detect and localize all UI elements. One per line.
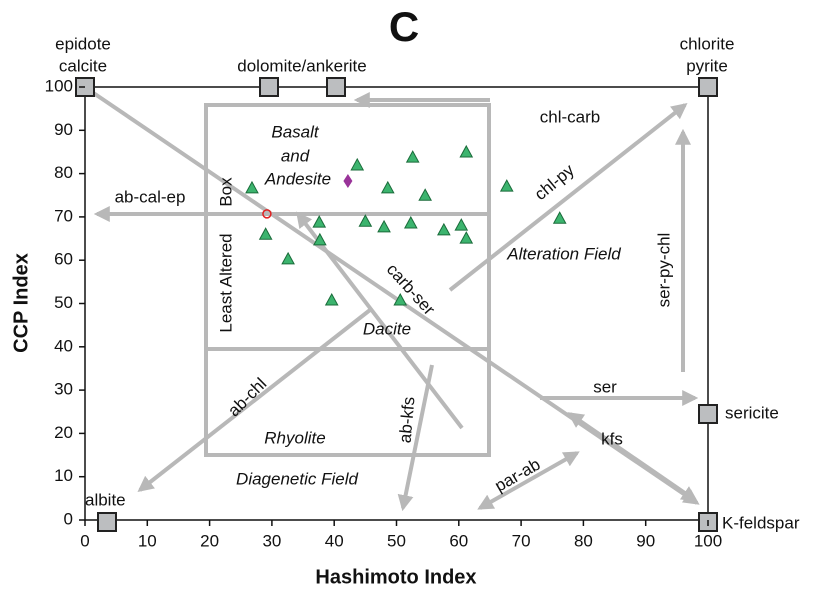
annotation: par-ab: [491, 455, 543, 496]
point: [459, 144, 474, 158]
annotation: chl-py: [531, 160, 578, 204]
x-tick-label: 80: [574, 531, 593, 550]
mineral-nodes: [75, 77, 718, 532]
x-tick-label: 30: [262, 531, 281, 550]
annotation: ser-py-chl: [654, 233, 673, 308]
point: [418, 188, 433, 201]
x-tick-label: 40: [325, 531, 344, 550]
annotation: Basalt: [271, 122, 320, 141]
x-tick-label: 20: [200, 531, 219, 550]
annotation: Andesite: [264, 169, 331, 188]
x-tick-label: 90: [636, 531, 655, 550]
y-tick-label: 20: [54, 423, 73, 442]
y-tick-label: 70: [54, 206, 73, 225]
y-tick-label: 50: [54, 293, 73, 312]
annotation: calcite: [59, 56, 107, 75]
point: [350, 157, 365, 171]
point: [552, 211, 567, 224]
x-tick-label: 70: [512, 531, 531, 550]
y-tick-label: 0: [64, 509, 73, 528]
arrows: [90, 90, 700, 512]
y-tick-label: 60: [54, 250, 73, 269]
point: [343, 173, 353, 188]
x-tick-label: 100: [694, 531, 722, 550]
y-tick-label: 90: [54, 120, 73, 139]
point: [459, 231, 474, 244]
x-axis-label: Hashimoto Index: [315, 566, 476, 588]
point: [499, 179, 514, 192]
annotation: chlorite: [680, 34, 735, 53]
y-tick-label: 10: [54, 466, 73, 485]
annotation: pyrite: [686, 56, 728, 75]
annotation: kfs: [601, 429, 623, 448]
point: [262, 209, 272, 219]
y-tick-label: 80: [54, 163, 73, 182]
annotation: dolomite/ankerite: [237, 56, 366, 75]
y-tick-label: 30: [54, 380, 73, 399]
annotation: and: [281, 146, 310, 165]
point: [377, 219, 391, 233]
point: [393, 292, 408, 306]
y-axis-label: CCP Index: [10, 253, 32, 353]
point: [312, 215, 327, 228]
annotation: K-feldspar: [722, 513, 800, 532]
annotation: Dacite: [363, 319, 411, 338]
x-tick-label: 10: [138, 531, 157, 550]
annotation: Diagenetic Field: [236, 469, 358, 488]
x-tick-label: 0: [80, 531, 89, 550]
annotation: Alteration Field: [506, 244, 621, 263]
fields: [204, 103, 491, 457]
point: [380, 180, 395, 194]
point: [245, 180, 259, 194]
annotation: ab-chl: [224, 374, 270, 420]
y-tick-label: 40: [54, 336, 73, 355]
annotation: epidote: [55, 34, 111, 53]
annotation: chl-carb: [540, 107, 600, 126]
point: [403, 215, 418, 229]
point: [281, 251, 295, 265]
annotation: sericite: [725, 403, 779, 422]
annotation: albite: [85, 490, 126, 509]
x-tick-label: 60: [449, 531, 468, 550]
chart-title: C: [389, 3, 419, 50]
x-tick-label: 50: [387, 531, 406, 550]
annotation: ab-cal-ep: [115, 187, 186, 206]
annotation: Rhyolite: [264, 428, 325, 447]
point: [405, 150, 420, 163]
point: [454, 218, 469, 231]
annotation: ser: [593, 377, 617, 396]
point: [358, 214, 373, 227]
annotation: Box: [216, 177, 235, 207]
point: [258, 227, 273, 240]
y-tick-label: 100: [45, 76, 73, 95]
point: [437, 222, 451, 236]
point: [324, 292, 339, 306]
annotation: ab-kfs: [396, 396, 419, 444]
point: [313, 232, 327, 246]
annotation: Least Altered: [216, 233, 235, 332]
